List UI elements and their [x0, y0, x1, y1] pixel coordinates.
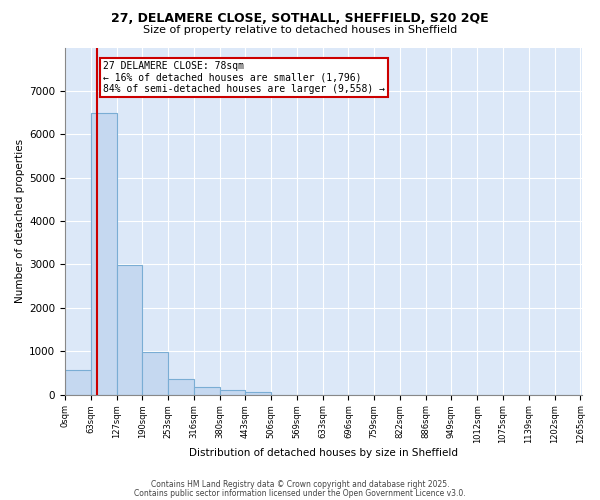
Bar [194, 388, 220, 394]
Bar [168, 380, 194, 394]
Bar [220, 390, 245, 394]
Text: Size of property relative to detached houses in Sheffield: Size of property relative to detached ho… [143, 25, 457, 35]
X-axis label: Distribution of detached houses by size in Sheffield: Distribution of detached houses by size … [189, 448, 458, 458]
Text: Contains public sector information licensed under the Open Government Licence v3: Contains public sector information licen… [134, 488, 466, 498]
Text: 27 DELAMERE CLOSE: 78sqm
← 16% of detached houses are smaller (1,796)
84% of sem: 27 DELAMERE CLOSE: 78sqm ← 16% of detach… [103, 60, 385, 94]
Bar [142, 352, 168, 395]
Text: Contains HM Land Registry data © Crown copyright and database right 2025.: Contains HM Land Registry data © Crown c… [151, 480, 449, 489]
Y-axis label: Number of detached properties: Number of detached properties [15, 139, 25, 303]
Bar [116, 266, 142, 394]
Bar [65, 370, 91, 394]
Bar [245, 392, 271, 394]
Bar [91, 114, 116, 394]
Text: 27, DELAMERE CLOSE, SOTHALL, SHEFFIELD, S20 2QE: 27, DELAMERE CLOSE, SOTHALL, SHEFFIELD, … [111, 12, 489, 26]
